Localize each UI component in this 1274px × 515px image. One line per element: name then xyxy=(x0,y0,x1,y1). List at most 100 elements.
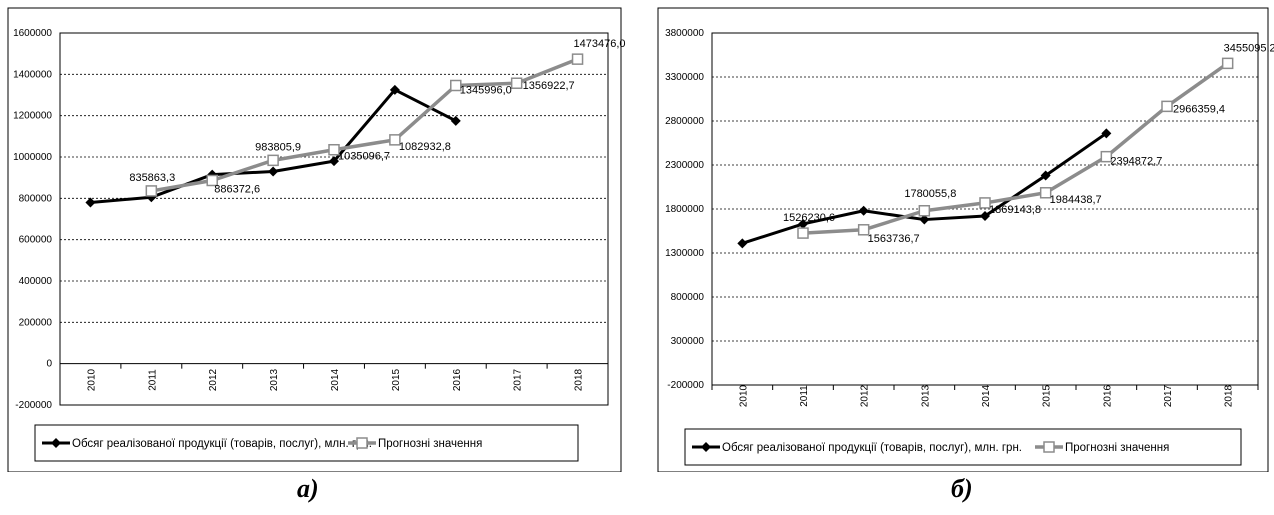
forecast-point xyxy=(1221,57,1234,70)
y-tick-label: 1200000 xyxy=(13,111,52,122)
x-tick-label: 2017 xyxy=(513,368,524,391)
data-label: 3455095,2 xyxy=(1224,42,1274,54)
x-tick-label: 2014 xyxy=(330,368,341,391)
x-tick-label: 2014 xyxy=(981,384,992,407)
data-label: 1563736,7 xyxy=(868,233,920,245)
chart-b-svg: -200000 300000 800000 1300000 1800000 2300000… xyxy=(657,7,1274,473)
y-tick-label: 1400000 xyxy=(13,69,52,80)
y-tick-label: -200000 xyxy=(667,380,704,391)
y-tick-label: 0 xyxy=(46,359,52,370)
y-tick-label: 2800000 xyxy=(665,116,704,127)
actual-point xyxy=(919,214,930,225)
legend-forecast-label: Прогнозні значення xyxy=(1065,442,1169,454)
forecast-series-line xyxy=(802,61,1229,235)
forecast-point xyxy=(571,53,584,65)
x-tick-label: 2012 xyxy=(208,368,219,391)
data-label: 1082932,8 xyxy=(399,141,451,153)
actual-point xyxy=(737,238,748,249)
x-tick-label: 2018 xyxy=(574,368,585,391)
chart-a-svg: -200000 0 200000 400000 600000 800000 1000000 1… xyxy=(7,7,626,473)
data-label: 1984438,7 xyxy=(1050,194,1102,206)
legend-box xyxy=(34,424,579,462)
data-label: 1526230,6 xyxy=(783,212,835,224)
actual-point xyxy=(85,197,96,208)
forecast-point xyxy=(979,197,991,209)
x-tick-label: 2012 xyxy=(860,384,871,407)
forecast-point xyxy=(450,79,462,92)
x-tick-label: 2016 xyxy=(452,368,463,391)
x-tick-label: 2010 xyxy=(738,384,749,407)
legend-box xyxy=(684,428,1242,466)
data-label: 1780055,8 xyxy=(904,188,956,200)
y-tick-label: 800000 xyxy=(671,292,705,303)
x-tick-label: 2015 xyxy=(391,368,402,391)
y-tick-label: 1300000 xyxy=(665,248,704,259)
actual-point xyxy=(1040,170,1051,181)
forecast-point xyxy=(206,174,218,187)
caption-a: а) xyxy=(297,474,319,503)
x-tick-label: 2017 xyxy=(1163,384,1174,407)
y-tick-label: -200000 xyxy=(15,400,52,411)
chart-b-border xyxy=(657,7,1269,473)
forecast-series-line xyxy=(151,57,579,193)
forecast-point xyxy=(267,154,279,167)
y-tick-label: 2300000 xyxy=(665,160,704,171)
data-label: 2394872,7 xyxy=(1110,156,1162,168)
legend-actual-marker xyxy=(701,442,711,452)
data-label: 1035096,7 xyxy=(338,151,390,163)
legend-forecast-label: Прогнозні значення xyxy=(378,438,482,450)
data-label: 2966359,4 xyxy=(1173,103,1225,115)
actual-point xyxy=(798,218,808,229)
y-tick-label: 1000000 xyxy=(13,152,52,163)
actual-point xyxy=(980,211,990,222)
caption-b: б) xyxy=(951,474,973,503)
data-label: 1356922,7 xyxy=(523,80,575,92)
x-tick-label: 2015 xyxy=(1042,384,1053,407)
forecast-point xyxy=(328,143,340,156)
chart-panel-b: -200000 300000 800000 1300000 1800000 2300000… xyxy=(650,0,1274,477)
forecast-point xyxy=(510,77,523,89)
y-tick-label: 800000 xyxy=(19,193,53,204)
actual-point xyxy=(858,205,869,216)
y-tick-label: 1800000 xyxy=(665,204,704,215)
y-tick-label: 200000 xyxy=(19,317,53,328)
actual-point xyxy=(1101,128,1112,139)
forecast-point xyxy=(145,185,158,197)
forecast-point xyxy=(797,227,809,239)
forecast-point xyxy=(1161,100,1173,113)
legend-forecast-marker xyxy=(1043,441,1055,453)
legend-actual-label: Обсяг реалізованої продукції (товарів, п… xyxy=(72,438,372,450)
x-tick-label: 2013 xyxy=(269,368,280,391)
forecast-point xyxy=(1100,150,1113,163)
y-tick-label: 400000 xyxy=(19,276,53,287)
forecast-point xyxy=(389,134,401,146)
x-tick-label: 2010 xyxy=(86,368,97,391)
data-label: 1345996,0 xyxy=(460,84,512,96)
data-label: 835863,3 xyxy=(129,172,175,184)
x-tick-label: 2011 xyxy=(799,385,810,407)
y-tick-label: 300000 xyxy=(671,336,705,347)
legend-actual-marker xyxy=(51,438,61,448)
forecast-point xyxy=(857,224,870,236)
actual-point xyxy=(329,156,339,167)
legend-actual-label: Обсяг реалізованої продукції (товарів, п… xyxy=(722,442,1022,454)
forecast-point xyxy=(918,205,931,217)
actual-point xyxy=(389,84,400,95)
actual-point xyxy=(268,166,279,177)
data-label: 886372,6 xyxy=(214,183,260,195)
x-tick-label: 2011 xyxy=(147,369,158,391)
x-tick-label: 2013 xyxy=(920,384,931,407)
y-tick-label: 1600000 xyxy=(13,28,52,39)
actual-point xyxy=(450,115,461,126)
data-label: 983805,9 xyxy=(255,141,301,153)
y-tick-label: 600000 xyxy=(19,235,53,246)
data-label: 1869143,8 xyxy=(989,204,1041,216)
legend-forecast-marker xyxy=(356,437,368,449)
forecast-point xyxy=(1039,187,1052,199)
chart-panel-a: -200000 0 200000 400000 600000 800000 1000000 1… xyxy=(0,0,627,477)
x-tick-label: 2016 xyxy=(1102,384,1113,407)
y-tick-label: 3800000 xyxy=(665,28,704,39)
data-label: 1473476,0 xyxy=(574,38,626,50)
x-tick-label: 2018 xyxy=(1224,384,1235,407)
y-tick-label: 3300000 xyxy=(665,72,704,83)
